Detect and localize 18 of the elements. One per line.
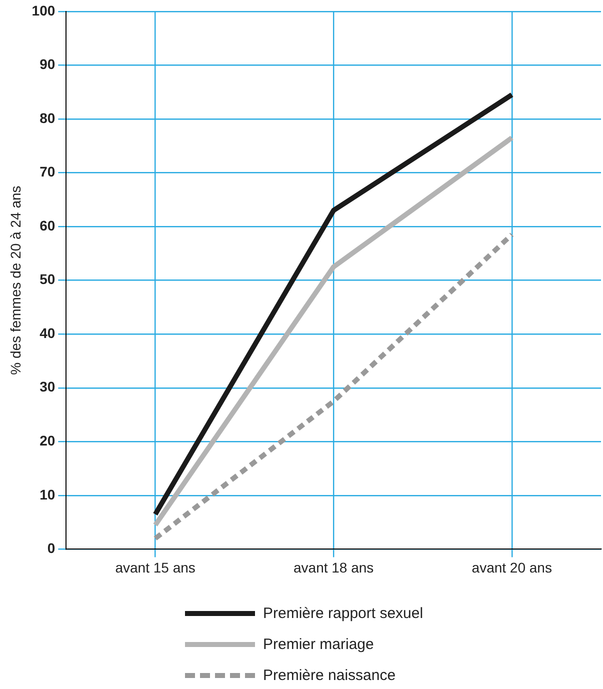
x-tick-label: avant 20 ans (472, 559, 552, 576)
legend-label: Première naissance (263, 667, 396, 684)
y-tick-label: 30 (40, 378, 56, 395)
y-axis-title: % des femmes de 20 à 24 ans (7, 186, 24, 375)
y-tick-label: 0 (47, 540, 56, 556)
y-tick-label: 60 (40, 217, 56, 234)
y-tick-label: 40 (40, 324, 56, 341)
legend-label: Première rapport sexuel (263, 605, 424, 622)
y-tick-label: 20 (40, 432, 56, 448)
y-tick-label: 70 (40, 164, 56, 180)
x-tick-label: avant 18 ans (293, 559, 374, 576)
x-tick-label: avant 15 ans (115, 559, 196, 576)
y-tick-label: 80 (40, 110, 56, 126)
y-tick-label: 50 (40, 271, 56, 288)
y-tick-label: 90 (40, 56, 56, 72)
legend-label: Premier mariage (263, 636, 374, 653)
y-tick-label: 100 (32, 2, 56, 18)
y-tick-label: 10 (40, 486, 56, 502)
